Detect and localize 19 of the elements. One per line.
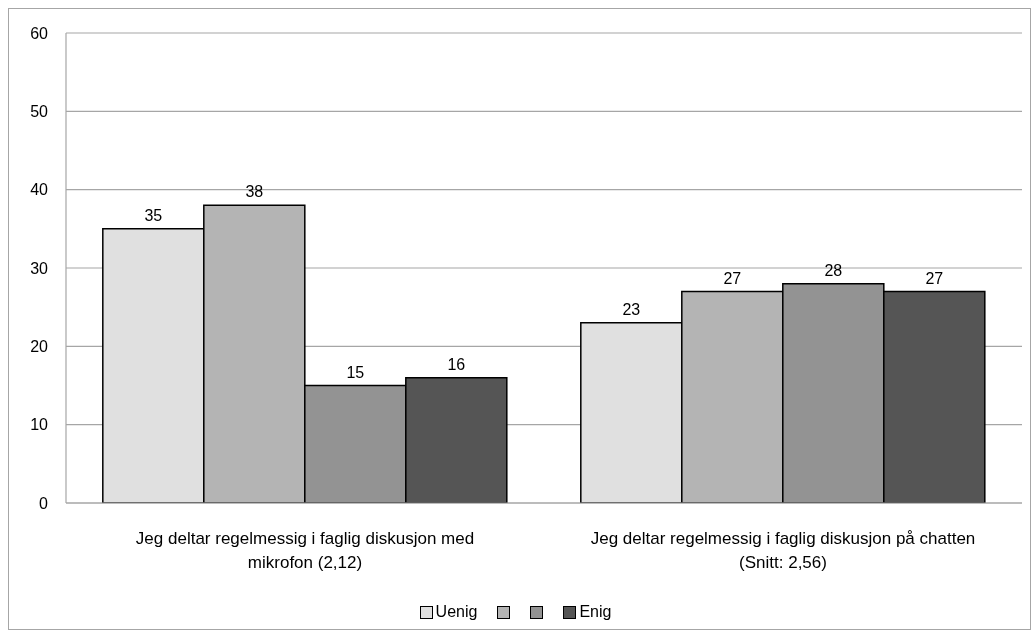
data-label: 23 xyxy=(622,300,641,318)
data-label: 16 xyxy=(447,355,466,373)
data-label: 28 xyxy=(824,261,843,279)
data-label: 35 xyxy=(144,206,163,224)
data-label: 27 xyxy=(925,269,944,287)
data-label: 15 xyxy=(346,363,365,381)
y-tick-label: 50 xyxy=(30,103,49,121)
y-tick-label: 20 xyxy=(30,338,49,356)
legend-label: Enig xyxy=(579,603,612,621)
legend-label: Uenig xyxy=(435,603,478,621)
x-tick-label: Jeg deltar regelmessig i faglig diskusjon med mikrofon (2,12) xyxy=(135,529,475,572)
data-label: 27 xyxy=(723,269,742,287)
y-tick-label: 40 xyxy=(30,181,49,199)
y-tick-label: 30 xyxy=(30,259,49,277)
x-tick-label: Jeg deltar regelmessig i faglig diskusjon på chatten (Snitt: 2,56) xyxy=(590,529,976,572)
y-tick-label: 0 xyxy=(39,494,49,512)
y-tick-label: 10 xyxy=(30,416,49,434)
y-tick-label: 60 xyxy=(30,24,49,42)
data-label: 38 xyxy=(245,183,264,201)
